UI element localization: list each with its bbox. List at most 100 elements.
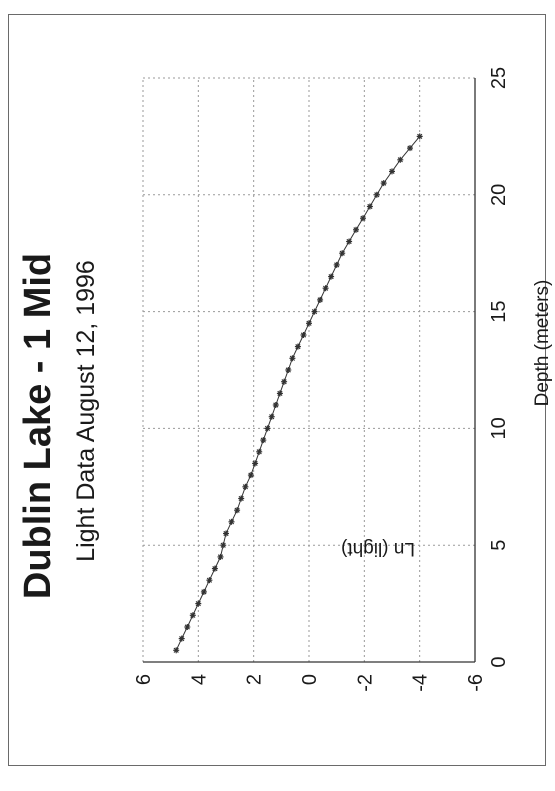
y-tick-label: 0 — [299, 674, 321, 685]
data-point — [228, 518, 235, 525]
x-tick-label: 0 — [488, 656, 510, 667]
asterisk-stroke — [260, 437, 266, 443]
asterisk-stroke — [311, 308, 318, 315]
x-tick-label: 20 — [488, 184, 510, 206]
y-axis-label: Ln (light) — [341, 538, 415, 559]
data-point — [389, 168, 395, 175]
data-point — [242, 483, 249, 490]
data-point — [285, 367, 292, 373]
data-point — [195, 600, 202, 607]
asterisk-stroke — [264, 425, 271, 432]
asterisk-stroke — [317, 297, 323, 303]
data-point — [407, 145, 413, 152]
asterisk-stroke — [374, 192, 380, 198]
data-point — [200, 588, 207, 595]
asterisk-stroke — [334, 262, 340, 268]
asterisk-stroke — [417, 133, 423, 140]
data-point — [276, 390, 283, 397]
asterisk-stroke — [328, 273, 334, 280]
chart-title: Dublin Lake - 1 Mid — [17, 253, 59, 599]
asterisk-stroke — [367, 203, 373, 210]
data-point — [397, 156, 404, 163]
y-tick-label: -4 — [410, 674, 432, 692]
data-point — [220, 542, 227, 549]
x-axis-label: Depth (meters) — [532, 280, 553, 407]
asterisk-stroke — [397, 157, 403, 163]
data-point — [256, 448, 263, 455]
y-tick-label: 4 — [188, 674, 210, 685]
asterisk-stroke — [322, 285, 329, 291]
asterisk-stroke — [381, 180, 387, 186]
asterisk-stroke — [295, 343, 301, 350]
asterisk-stroke — [173, 647, 179, 653]
data-point — [322, 285, 329, 292]
data-point — [416, 133, 423, 140]
data-point — [184, 624, 191, 630]
asterisk-stroke — [339, 250, 345, 256]
asterisk-stroke — [300, 332, 307, 338]
asterisk-stroke — [346, 238, 352, 245]
asterisk-stroke — [273, 402, 279, 408]
data-point — [353, 226, 359, 233]
data-point — [339, 250, 346, 257]
data-point — [234, 507, 241, 514]
asterisk-stroke — [228, 519, 235, 525]
asterisk-stroke — [184, 624, 190, 630]
series-line — [175, 136, 421, 651]
data-point — [178, 635, 185, 642]
asterisk-stroke — [195, 600, 201, 607]
asterisk-stroke — [256, 449, 262, 455]
data-point — [252, 460, 259, 467]
y-tick-label: -6 — [465, 674, 487, 692]
asterisk-stroke — [407, 145, 413, 151]
asterisk-stroke — [281, 379, 287, 385]
data-point — [380, 180, 387, 187]
data-point — [223, 530, 229, 537]
data-point — [333, 261, 340, 268]
data-point — [173, 647, 180, 654]
data-point — [268, 413, 275, 420]
data-point — [366, 203, 373, 210]
asterisk-stroke — [217, 554, 224, 560]
data-point — [206, 577, 213, 584]
asterisk-stroke — [242, 484, 249, 490]
data-point — [189, 612, 196, 619]
asterisk-stroke — [353, 227, 359, 233]
asterisk-stroke — [389, 168, 395, 175]
asterisk-stroke — [360, 215, 366, 221]
asterisk-stroke — [212, 565, 218, 572]
asterisk-stroke — [234, 507, 240, 513]
asterisk-stroke — [277, 390, 283, 397]
data-point — [264, 425, 271, 432]
chart-subtitle: Light Data August 12, 1996 — [72, 260, 100, 562]
data-point — [306, 320, 312, 327]
data-point — [272, 402, 279, 408]
data-point — [311, 308, 318, 315]
asterisk-stroke — [223, 530, 229, 537]
data-point — [238, 495, 245, 502]
asterisk-stroke — [252, 460, 258, 467]
data-point — [260, 437, 267, 444]
data-point — [360, 215, 366, 222]
data-point — [247, 472, 254, 479]
asterisk-stroke — [285, 367, 291, 373]
x-tick-label: 10 — [488, 417, 510, 439]
asterisk-stroke — [190, 612, 196, 618]
data-point — [211, 565, 218, 572]
data-point — [294, 343, 301, 350]
asterisk-stroke — [269, 414, 275, 420]
asterisk-stroke — [179, 635, 185, 642]
figure-frame — [8, 14, 546, 766]
asterisk-stroke — [289, 355, 296, 361]
asterisk-stroke — [201, 589, 207, 595]
data-point — [346, 238, 353, 245]
x-tick-label: 25 — [488, 67, 510, 89]
y-tick-label: 2 — [244, 674, 266, 685]
asterisk-stroke — [306, 320, 312, 326]
asterisk-stroke — [206, 577, 213, 583]
data-point — [281, 378, 288, 385]
asterisk-stroke — [238, 495, 244, 502]
y-tick-label: 6 — [133, 674, 155, 685]
data-point — [300, 332, 307, 338]
data-point — [217, 553, 224, 560]
